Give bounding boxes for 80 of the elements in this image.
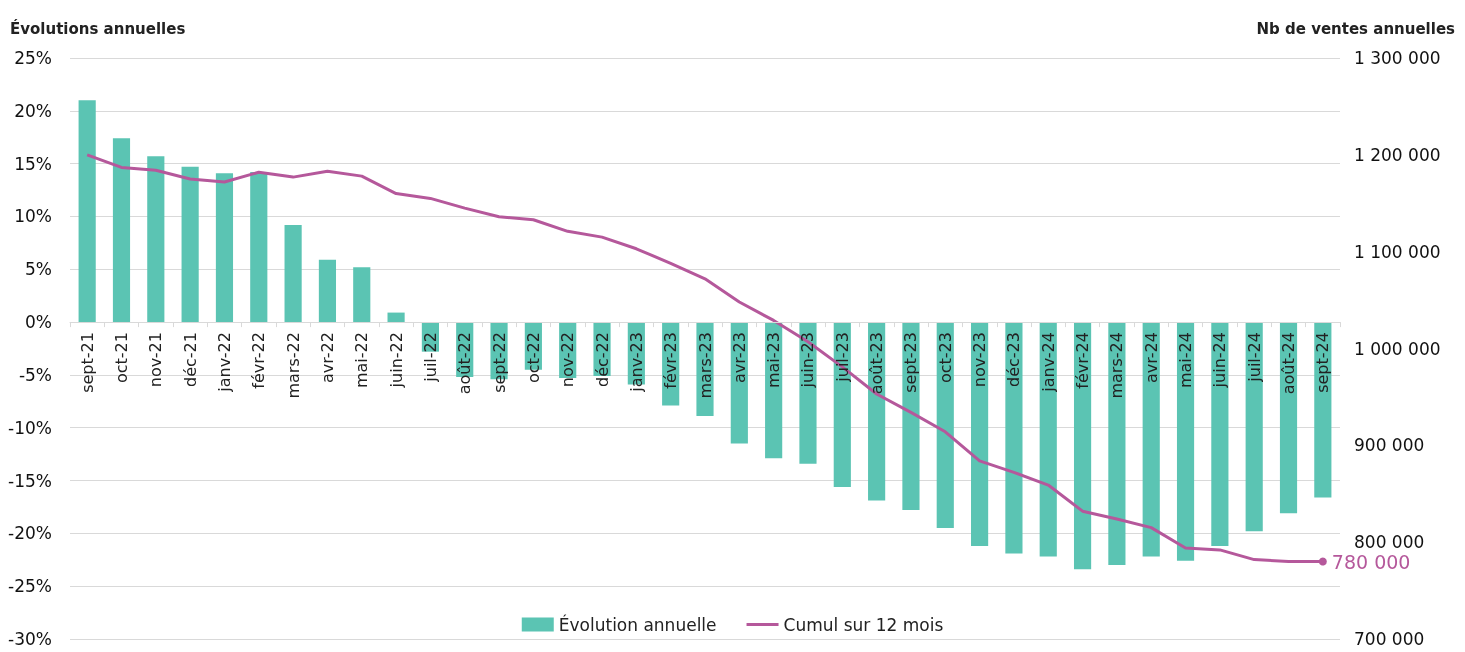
x-tick-label: janv-22	[214, 332, 234, 393]
bar	[78, 100, 96, 323]
bar	[387, 312, 405, 323]
bar	[353, 267, 371, 323]
x-tick-label: juil-24	[1244, 332, 1264, 383]
bar	[1073, 322, 1092, 570]
bar	[215, 173, 234, 323]
bar	[1142, 322, 1160, 557]
x-tick-label: mars-23	[695, 332, 715, 399]
x-tick-label: juil-22	[420, 332, 440, 383]
bar	[1005, 322, 1023, 554]
y2-tick-label: 900 000	[1354, 435, 1425, 456]
x-tick-label: août-23	[867, 332, 887, 395]
x-tick-label: juin-22	[386, 332, 406, 389]
x-tick-label: nov-22	[558, 332, 578, 388]
bar	[902, 322, 920, 511]
x-tick-label: févr-24	[1073, 332, 1093, 389]
bar	[971, 322, 989, 547]
y2-tick-label: 1 200 000	[1354, 144, 1441, 165]
x-tick-label: mai-24	[1176, 332, 1196, 389]
x-tick-label: janv-24	[1038, 332, 1058, 393]
x-tick-label: déc-22	[592, 332, 612, 388]
legend-label: Cumul sur 12 mois	[783, 614, 944, 635]
x-tick-label: août-24	[1279, 332, 1299, 395]
y-tick-label: 10%	[14, 206, 52, 227]
y-tick-label: -20%	[8, 523, 52, 544]
x-tick-label: mai-23	[764, 332, 784, 389]
y2-tick-label: 1 000 000	[1354, 338, 1441, 359]
y-axis-title: Évolutions annuelles	[10, 18, 186, 38]
y2-tick-label: 800 000	[1354, 532, 1425, 553]
y-tick-label: 0%	[25, 312, 52, 333]
bar	[318, 259, 337, 323]
x-tick-label: sept-24	[1313, 332, 1333, 393]
bar	[1176, 322, 1195, 561]
x-tick-label: déc-23	[1004, 332, 1024, 388]
x-tick-label: déc-21	[180, 332, 200, 388]
x-tick-label: oct-23	[935, 332, 955, 384]
x-tick-label: avr-23	[729, 332, 749, 384]
x-tick-label: avr-24	[1141, 332, 1161, 384]
x-tick-label: juil-23	[832, 332, 852, 383]
y2-axis-title: Nb de ventes annuelles	[1256, 19, 1456, 38]
x-tick-label: sept-22	[489, 332, 509, 393]
x-tick-label: juin-23	[798, 332, 818, 389]
y-tick-label: -25%	[8, 576, 52, 597]
data-label: 780 000	[1331, 550, 1411, 573]
x-tick-label: juin-24	[1210, 332, 1230, 389]
x-tick-label: sept-21	[77, 332, 97, 393]
bar	[1211, 322, 1229, 547]
x-tick-label: févr-22	[249, 332, 269, 389]
x-tick-label: oct-22	[523, 332, 543, 384]
x-tick-label: nov-23	[970, 332, 990, 388]
bar	[112, 138, 131, 323]
x-tick-label: août-22	[455, 332, 475, 395]
y-tick-label: -10%	[8, 417, 52, 438]
bar	[799, 322, 817, 464]
bar	[250, 172, 268, 323]
x-tick-label: sept-23	[901, 332, 921, 393]
bar	[181, 166, 199, 323]
x-tick-label: mai-22	[352, 332, 372, 389]
y-tick-label: 5%	[25, 259, 52, 280]
x-tick-label: mars-22	[283, 332, 303, 399]
bar	[147, 156, 165, 323]
x-tick-label: oct-21	[111, 332, 131, 384]
x-tick-label: nov-21	[146, 332, 166, 388]
y-tick-label: 25%	[14, 48, 52, 68]
y-tick-label: 20%	[14, 100, 52, 121]
y2-tick-label: 700 000	[1354, 629, 1425, 649]
bar	[1245, 322, 1263, 532]
y-tick-label: -5%	[18, 364, 52, 385]
y-tick-label: 15%	[14, 153, 52, 174]
legend-label: Évolution annuelle	[558, 613, 717, 635]
y2-tick-label: 1 300 000	[1354, 48, 1441, 68]
x-tick-label: févr-23	[661, 332, 681, 389]
y-tick-label: -15%	[8, 470, 52, 491]
bar	[284, 224, 302, 323]
y-tick-label: -30%	[8, 629, 52, 649]
x-tick-label: avr-22	[317, 332, 337, 384]
x-tick-label: janv-23	[626, 332, 646, 393]
y2-tick-label: 1 100 000	[1354, 241, 1441, 262]
x-tick-label: mars-24	[1107, 332, 1127, 399]
